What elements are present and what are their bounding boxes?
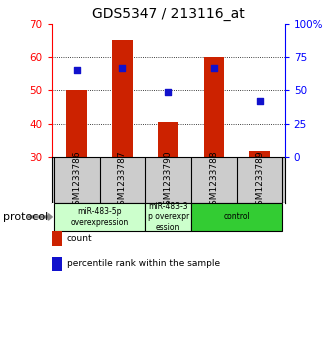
Bar: [158, 122, 178, 157]
Bar: [191, 203, 282, 231]
Title: GDS5347 / 213116_at: GDS5347 / 213116_at: [92, 7, 244, 21]
Bar: [145, 203, 191, 231]
Text: GSM1233787: GSM1233787: [118, 150, 127, 211]
Bar: [67, 90, 87, 157]
Text: miR-483-3
p overexpr
ession: miR-483-3 p overexpr ession: [148, 202, 189, 232]
Text: percentile rank within the sample: percentile rank within the sample: [67, 260, 220, 268]
Text: protocol: protocol: [3, 212, 49, 222]
Point: [120, 65, 125, 71]
Text: GSM1233786: GSM1233786: [72, 150, 81, 211]
Text: count: count: [67, 234, 92, 243]
Bar: [249, 151, 270, 157]
Text: GSM1233790: GSM1233790: [164, 150, 173, 211]
Point: [211, 65, 216, 71]
Text: control: control: [223, 212, 250, 221]
Point: [166, 89, 171, 95]
Text: GSM1233788: GSM1233788: [209, 150, 218, 211]
Point: [257, 98, 262, 104]
Text: miR-483-5p
overexpression: miR-483-5p overexpression: [71, 207, 129, 227]
Point: [74, 68, 79, 73]
Bar: [112, 40, 133, 157]
Bar: [54, 203, 145, 231]
Text: GSM1233789: GSM1233789: [255, 150, 264, 211]
Bar: [203, 57, 224, 157]
